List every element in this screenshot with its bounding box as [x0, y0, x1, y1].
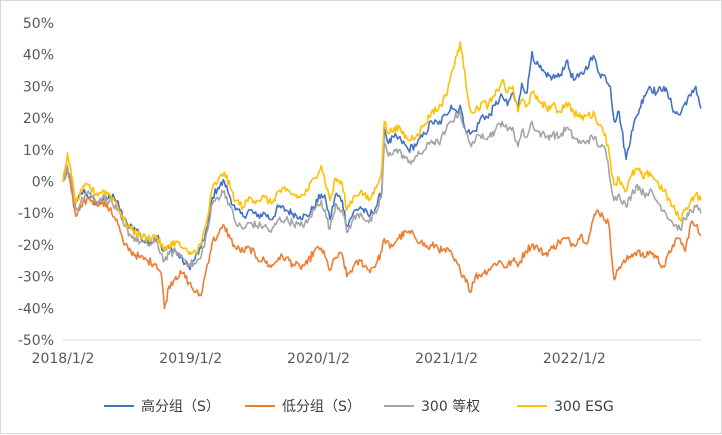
y-tick-label: 50% — [23, 16, 54, 32]
legend-label-2: 低分组（S） — [282, 399, 361, 415]
series-line-3 — [62, 111, 702, 268]
y-tick-label: -30% — [18, 270, 54, 286]
y-tick-label: 40% — [23, 48, 54, 64]
series-line-4 — [62, 41, 702, 256]
y-tick-label: -20% — [18, 238, 54, 254]
y-tick-label: -40% — [18, 301, 54, 317]
y-tick-label: 0% — [32, 175, 54, 191]
y-tick-label: 30% — [23, 79, 54, 95]
x-tick-label: 2021/1/2 — [415, 351, 478, 367]
x-tick-label: 2018/1/2 — [32, 351, 95, 367]
y-tick-label: -10% — [18, 206, 54, 222]
y-tick-label: -50% — [18, 333, 54, 349]
y-tick-label: 10% — [23, 143, 54, 159]
x-tick-label: 2019/1/2 — [159, 351, 222, 367]
series-line-1 — [62, 50, 702, 271]
series-line-2 — [62, 168, 702, 310]
legend-label-1: 高分组（S） — [141, 398, 220, 415]
x-tick-label: 2022/1/2 — [543, 351, 606, 367]
legend-label-4: 300 ESG — [554, 399, 614, 415]
y-tick-label: 20% — [23, 111, 54, 127]
x-tick-label: 2020/1/2 — [287, 351, 350, 367]
legend-label-3: 300 等权 — [421, 398, 480, 415]
